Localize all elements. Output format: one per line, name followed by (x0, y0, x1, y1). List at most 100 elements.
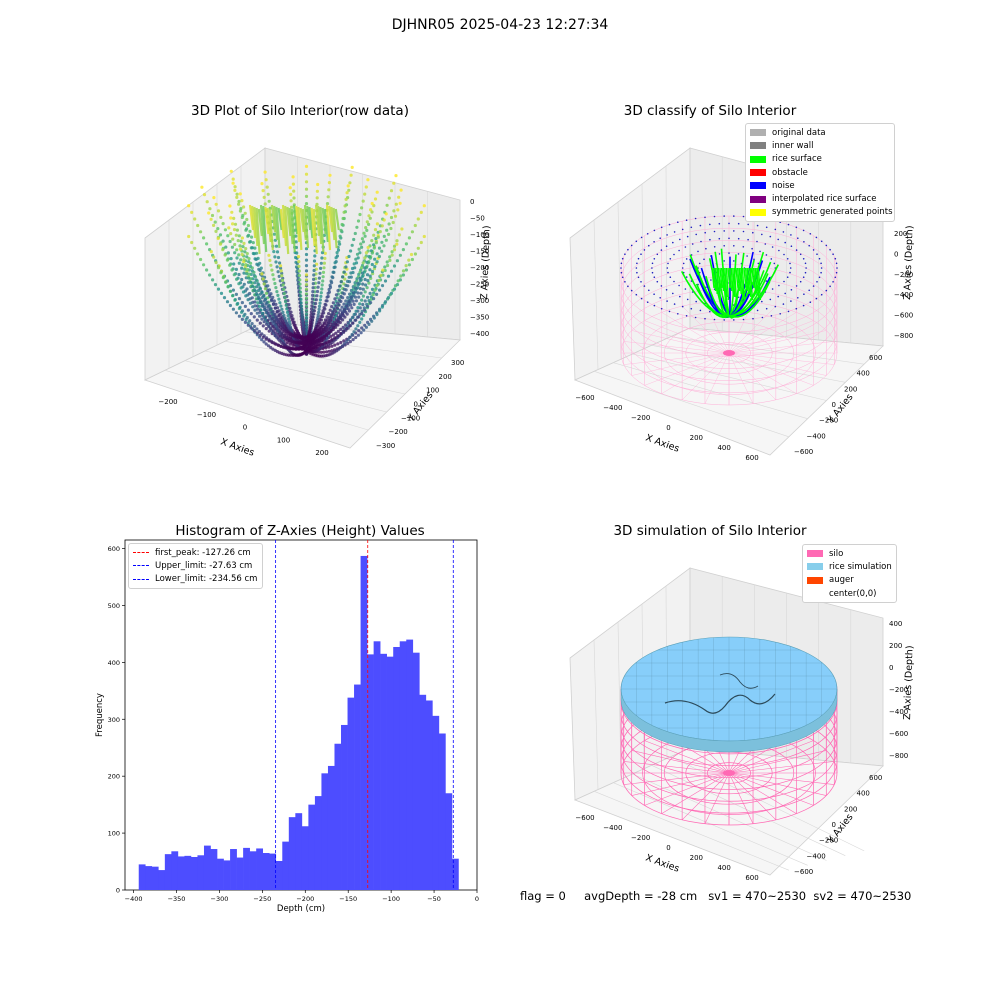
raw-data-point (404, 242, 408, 246)
noise-point (733, 230, 735, 232)
simulation-z-tick-label: 0 (889, 664, 893, 672)
histogram-bar (138, 864, 146, 890)
noise-point (737, 237, 740, 240)
raw-data-point (301, 321, 305, 325)
raw-data-point (370, 239, 374, 243)
raw-data-point (328, 283, 332, 287)
raw-data-point (260, 290, 264, 295)
raw-data-point (229, 257, 233, 261)
noise-point (795, 226, 798, 229)
raw-data-point (372, 316, 376, 320)
raw-data-point (370, 251, 374, 255)
histogram-bar (341, 724, 348, 890)
raw-data-point (246, 321, 250, 325)
noise-point (648, 244, 650, 247)
raw-data-point (309, 313, 313, 317)
raw-data-point (311, 290, 315, 294)
raw-data-point (236, 301, 240, 306)
silo-center-marker (723, 350, 735, 356)
raw-data-point (380, 249, 384, 253)
noise-point (673, 303, 676, 305)
noise-point (681, 305, 684, 308)
raw-data-point (348, 340, 352, 344)
raw-data-point (273, 281, 277, 286)
noise-point (803, 241, 805, 243)
noise-point (713, 215, 716, 218)
raw-data-point (324, 299, 328, 303)
classify-x-tick-label: −600 (575, 394, 594, 402)
raw-data-point (342, 270, 346, 274)
raw-data-point (221, 248, 225, 252)
noise-point (834, 257, 837, 260)
raw-data-point (230, 268, 234, 272)
noise-point (723, 230, 725, 232)
noise-point (666, 234, 668, 236)
raw-data-point (207, 211, 211, 215)
noise-point (621, 276, 624, 279)
raw-data-point (266, 296, 270, 300)
noise-point (620, 262, 623, 265)
raw-data-point (360, 326, 364, 330)
raw-data-point (212, 196, 216, 200)
raw-data-point (205, 242, 209, 246)
raw-data-point (336, 342, 340, 346)
raw-data-point (248, 229, 252, 233)
raw-data-point (360, 298, 364, 302)
raw-data-point (382, 218, 386, 222)
raw-data-point (386, 263, 390, 268)
noise-point (799, 253, 802, 256)
raw-data-point (303, 347, 307, 351)
raw-data-point (245, 316, 249, 320)
raw-data-point (332, 307, 336, 311)
raw-data-point (242, 271, 246, 275)
raw-data-point (231, 177, 235, 181)
raw-data-point (309, 310, 313, 314)
raw-data-point (379, 273, 383, 277)
raw-data-point (336, 289, 340, 293)
noise-point (769, 298, 772, 301)
raw-data-point (208, 207, 212, 211)
raw-data-point (304, 273, 309, 277)
raw-data-point (254, 257, 258, 261)
noise-point (752, 317, 754, 320)
raw-data-point (322, 266, 326, 270)
raw-data-point (399, 274, 403, 278)
raw-data-point (234, 292, 238, 296)
raw-data-point (353, 283, 357, 287)
noise-point (684, 288, 687, 290)
raw-data-point (187, 234, 191, 239)
raw-data-point (274, 302, 278, 306)
simulation-legend: silo rice simulation auger center(0,0) (802, 544, 897, 604)
raw-data-point (293, 323, 297, 327)
raw-data-point (268, 206, 272, 210)
raw-data-point (370, 201, 374, 206)
noise-point (697, 250, 699, 253)
classify-legend-swatch (750, 182, 766, 190)
raw-data-point (410, 257, 414, 262)
raw-data-point (337, 240, 341, 244)
raw-data-point (202, 236, 206, 240)
raw-data-point (269, 263, 273, 267)
raw-data-point (282, 345, 286, 349)
raw-data-point (387, 222, 391, 226)
noise-point (651, 267, 653, 269)
histogram-bar (249, 851, 257, 890)
raw-data-point (359, 242, 363, 246)
raw-data-point (252, 324, 257, 328)
raw-data-point (255, 327, 259, 331)
raw-data-point (240, 252, 244, 257)
raw-data-point (319, 315, 323, 319)
noise-point (700, 240, 702, 243)
noise-point (667, 262, 669, 265)
raw-data-point (280, 274, 284, 278)
raw-data-point (263, 297, 267, 302)
raw-data-point (267, 325, 271, 329)
raw-data-point (283, 296, 287, 300)
noise-point (703, 258, 705, 261)
raw-data-point (361, 261, 365, 265)
raw-data-point (387, 196, 391, 200)
raw-data-point (365, 273, 370, 277)
raw-data-point (404, 268, 408, 272)
raw-data-point (231, 181, 235, 185)
raw-data-point (304, 202, 309, 206)
